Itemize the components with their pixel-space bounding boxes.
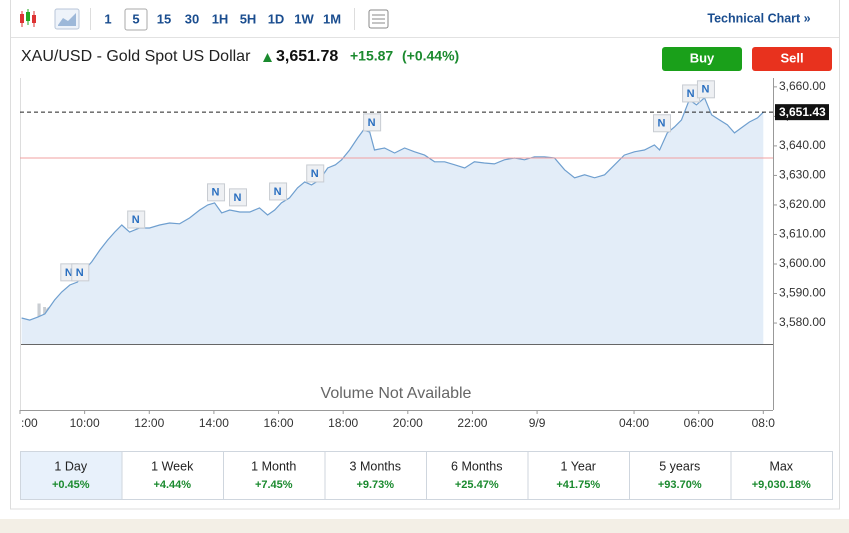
period-label[interactable]: 1 Month bbox=[251, 459, 296, 473]
x-tick-label: :00 bbox=[21, 416, 38, 430]
period-change[interactable]: +9,030.18% bbox=[752, 479, 811, 491]
period-label[interactable]: 3 Months bbox=[350, 459, 401, 473]
volume-note: Volume Not Available bbox=[321, 385, 472, 402]
period-change[interactable]: +4.44% bbox=[153, 479, 191, 491]
interval-button[interactable]: 1M bbox=[323, 11, 341, 26]
news-marker[interactable] bbox=[71, 263, 90, 282]
period-active-bg[interactable] bbox=[21, 452, 122, 499]
x-tick-label: 18:00 bbox=[328, 416, 358, 430]
period-change[interactable]: +0.45% bbox=[52, 479, 90, 491]
interval-button[interactable]: 1 bbox=[104, 11, 111, 26]
y-tick-label: 3,600.00 bbox=[779, 256, 826, 270]
news-marker-label[interactable]: N bbox=[212, 187, 220, 199]
news-marker[interactable] bbox=[306, 164, 325, 183]
period-change[interactable]: +7.45% bbox=[255, 479, 293, 491]
news-marker-label[interactable]: N bbox=[658, 118, 666, 130]
interval-active-bg[interactable] bbox=[124, 8, 148, 31]
period-label[interactable]: 1 Week bbox=[151, 459, 194, 473]
period-change[interactable]: +41.75% bbox=[556, 479, 600, 491]
x-tick-label: 06:00 bbox=[684, 416, 714, 430]
period-label[interactable]: Max bbox=[769, 459, 793, 473]
news-marker-label[interactable]: N bbox=[234, 192, 242, 204]
interval-button[interactable]: 5H bbox=[240, 11, 257, 26]
x-tick-label: 22:00 bbox=[457, 416, 487, 430]
interval-button[interactable]: 15 bbox=[157, 11, 171, 26]
news-marker-label[interactable]: N bbox=[311, 168, 319, 180]
news-marker[interactable] bbox=[653, 114, 672, 133]
y-tick-label: 3,590.00 bbox=[779, 286, 826, 300]
period-label[interactable]: 5 years bbox=[659, 459, 700, 473]
news-marker[interactable] bbox=[127, 210, 146, 229]
price-change: +15.87 bbox=[350, 48, 393, 64]
news-marker[interactable] bbox=[228, 188, 247, 207]
interval-button[interactable]: 1D bbox=[268, 11, 285, 26]
news-marker[interactable] bbox=[207, 183, 226, 202]
instrument-title: XAU/USD - Gold Spot US Dollar bbox=[21, 48, 251, 65]
price-line bbox=[21, 96, 764, 321]
x-tick-label: 9/9 bbox=[529, 416, 546, 430]
price-change-pct: (+0.44%) bbox=[402, 48, 459, 64]
x-tick-label: 20:00 bbox=[393, 416, 423, 430]
technical-chart-link[interactable]: Technical Chart » bbox=[707, 11, 810, 25]
interval-button[interactable]: 30 bbox=[185, 11, 199, 26]
y-tick-label: 3,620.00 bbox=[779, 197, 826, 211]
candle-icon[interactable] bbox=[20, 9, 36, 27]
last-price-tag bbox=[775, 104, 829, 121]
price: 3,651.78 bbox=[276, 48, 338, 65]
sell-label[interactable]: Sell bbox=[780, 50, 803, 65]
up-arrow bbox=[263, 53, 272, 62]
interval-button[interactable]: 1H bbox=[212, 11, 229, 26]
y-tick-label: 3,610.00 bbox=[779, 227, 826, 241]
news-marker[interactable] bbox=[696, 80, 715, 99]
news-marker-label[interactable]: N bbox=[274, 186, 282, 198]
news-marker[interactable] bbox=[363, 113, 382, 132]
period-label[interactable]: 1 Day bbox=[54, 459, 87, 473]
area-icon[interactable] bbox=[54, 8, 80, 30]
sell-button[interactable] bbox=[752, 47, 832, 71]
news-marker-label[interactable]: N bbox=[76, 267, 84, 279]
news-marker-label[interactable]: N bbox=[687, 88, 695, 100]
news-marker-label[interactable]: N bbox=[701, 84, 709, 96]
last-price-label: 3,651.43 bbox=[779, 105, 826, 119]
interval-button[interactable]: 5 bbox=[132, 11, 139, 26]
interval-button[interactable]: 1W bbox=[294, 11, 314, 26]
news-marker-label[interactable]: N bbox=[65, 267, 73, 279]
x-tick-label: 14:00 bbox=[199, 416, 229, 430]
buy-button[interactable] bbox=[662, 47, 742, 71]
page-footer-strip bbox=[0, 519, 849, 533]
y-tick-label: 3,630.00 bbox=[779, 168, 826, 182]
news-marker-label[interactable]: N bbox=[132, 214, 140, 226]
y-tick-label: 3,580.00 bbox=[779, 315, 826, 329]
period-label[interactable]: 6 Months bbox=[451, 459, 502, 473]
x-tick-label: 04:00 bbox=[619, 416, 649, 430]
news-marker-label[interactable]: N bbox=[368, 117, 376, 129]
period-change[interactable]: +25.47% bbox=[455, 479, 499, 491]
x-tick-label: 10:00 bbox=[70, 416, 100, 430]
period-label[interactable]: 1 Year bbox=[561, 459, 596, 473]
y-tick-label: 3,640.00 bbox=[779, 138, 826, 152]
x-tick-label: 08:0 bbox=[752, 416, 776, 430]
news-marker[interactable] bbox=[269, 182, 288, 201]
x-tick-label: 12:00 bbox=[134, 416, 164, 430]
table-icon[interactable] bbox=[368, 9, 389, 29]
x-tick-label: 16:00 bbox=[264, 416, 294, 430]
buy-label[interactable]: Buy bbox=[690, 50, 715, 65]
y-tick-label: 3,660.00 bbox=[779, 79, 826, 93]
period-change[interactable]: +9.73% bbox=[356, 479, 394, 491]
period-change[interactable]: +93.70% bbox=[658, 479, 702, 491]
price-area bbox=[21, 97, 764, 344]
